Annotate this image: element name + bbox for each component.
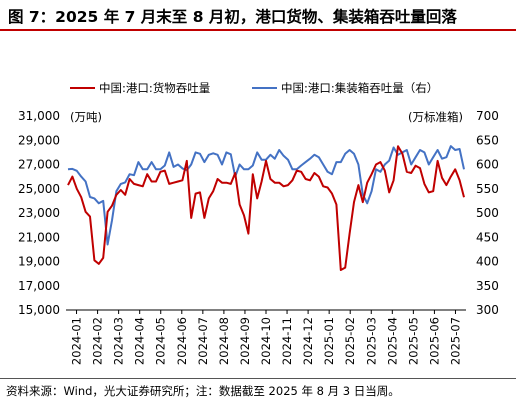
x-tick-label: 2025-04 bbox=[385, 317, 399, 365]
right-tick-label: 350 bbox=[476, 279, 499, 293]
right-axis-unit: (万标准箱) bbox=[408, 110, 463, 124]
x-tick-label: 2025-01 bbox=[322, 317, 336, 365]
right-tick-label: 400 bbox=[476, 255, 499, 269]
left-tick-label: 17,000 bbox=[18, 279, 60, 293]
left-tick-label: 29,000 bbox=[18, 133, 60, 147]
x-tick-label: 2024-03 bbox=[112, 317, 126, 365]
line-chart: 中国:港口:货物吞吐量 中国:港口:集装箱吞吐量（右） (万吨) (万标准箱) … bbox=[18, 81, 499, 365]
x-tick-label: 2025-05 bbox=[406, 317, 420, 365]
right-axis-ticks: 300 350 400 450 500 550 600 650 700 bbox=[476, 109, 499, 317]
series-line-cargo bbox=[67, 145, 465, 271]
chart-legend: 中国:港口:货物吞吐量 中国:港口:集装箱吞吐量（右） bbox=[70, 81, 438, 95]
source-rule bbox=[0, 378, 516, 379]
x-tick-label: 2024-05 bbox=[154, 317, 168, 365]
x-tick-label: 2024-04 bbox=[133, 317, 147, 365]
x-tick-label: 2024-11 bbox=[280, 317, 294, 365]
x-tick-label: 2024-08 bbox=[217, 317, 231, 365]
x-tick-label: 2024-02 bbox=[91, 317, 105, 365]
source-note: 资料来源：Wind，光大证券研究所；注：数据截至 2025 年 8 月 3 日当… bbox=[6, 384, 400, 398]
left-tick-label: 27,000 bbox=[18, 158, 60, 172]
x-tick-label: 2025-03 bbox=[364, 317, 378, 365]
left-tick-label: 15,000 bbox=[18, 303, 60, 317]
right-tick-label: 600 bbox=[476, 158, 499, 172]
right-tick-label: 650 bbox=[476, 133, 499, 147]
legend-label-cargo: 中国:港口:货物吞吐量 bbox=[99, 81, 210, 95]
right-tick-label: 300 bbox=[476, 303, 499, 317]
x-tick-label: 2024-06 bbox=[175, 317, 189, 365]
x-tick-label: 2024-07 bbox=[196, 317, 210, 365]
x-tick-label: 2024-01 bbox=[70, 317, 84, 365]
right-tick-label: 500 bbox=[476, 206, 499, 220]
left-tick-label: 23,000 bbox=[18, 206, 60, 220]
left-tick-label: 19,000 bbox=[18, 255, 60, 269]
x-tick-label: 2024-10 bbox=[259, 317, 273, 365]
legend-label-container: 中国:港口:集装箱吞吐量（右） bbox=[281, 81, 438, 95]
x-axis-ticks: 2024-01 2024-02 2024-03 2024-04 2024-05 2024-… bbox=[70, 310, 462, 365]
left-tick-label: 25,000 bbox=[18, 182, 60, 196]
right-tick-label: 450 bbox=[476, 230, 499, 244]
right-tick-label: 700 bbox=[476, 109, 499, 123]
left-axis-unit: (万吨) bbox=[70, 110, 102, 124]
series-layer bbox=[67, 145, 465, 271]
left-tick-label: 31,000 bbox=[18, 109, 60, 123]
series-line-container bbox=[67, 145, 465, 246]
title-rule bbox=[0, 29, 516, 31]
x-tick-label: 2025-07 bbox=[448, 317, 462, 365]
right-tick-label: 550 bbox=[476, 182, 499, 196]
left-axis-ticks: 15,000 17,000 19,000 21,000 23,000 25,000 27,0… bbox=[18, 109, 60, 317]
x-tick-label: 2025-06 bbox=[427, 317, 441, 365]
figure-title: 图 7：2025 年 7 月末至 8 月初，港口货物、集装箱吞吐量回落 bbox=[8, 8, 457, 26]
x-tick-label: 2025-02 bbox=[343, 317, 357, 365]
x-tick-label: 2024-09 bbox=[238, 317, 252, 365]
left-tick-label: 21,000 bbox=[18, 230, 60, 244]
x-tick-label: 2024-12 bbox=[301, 317, 315, 365]
